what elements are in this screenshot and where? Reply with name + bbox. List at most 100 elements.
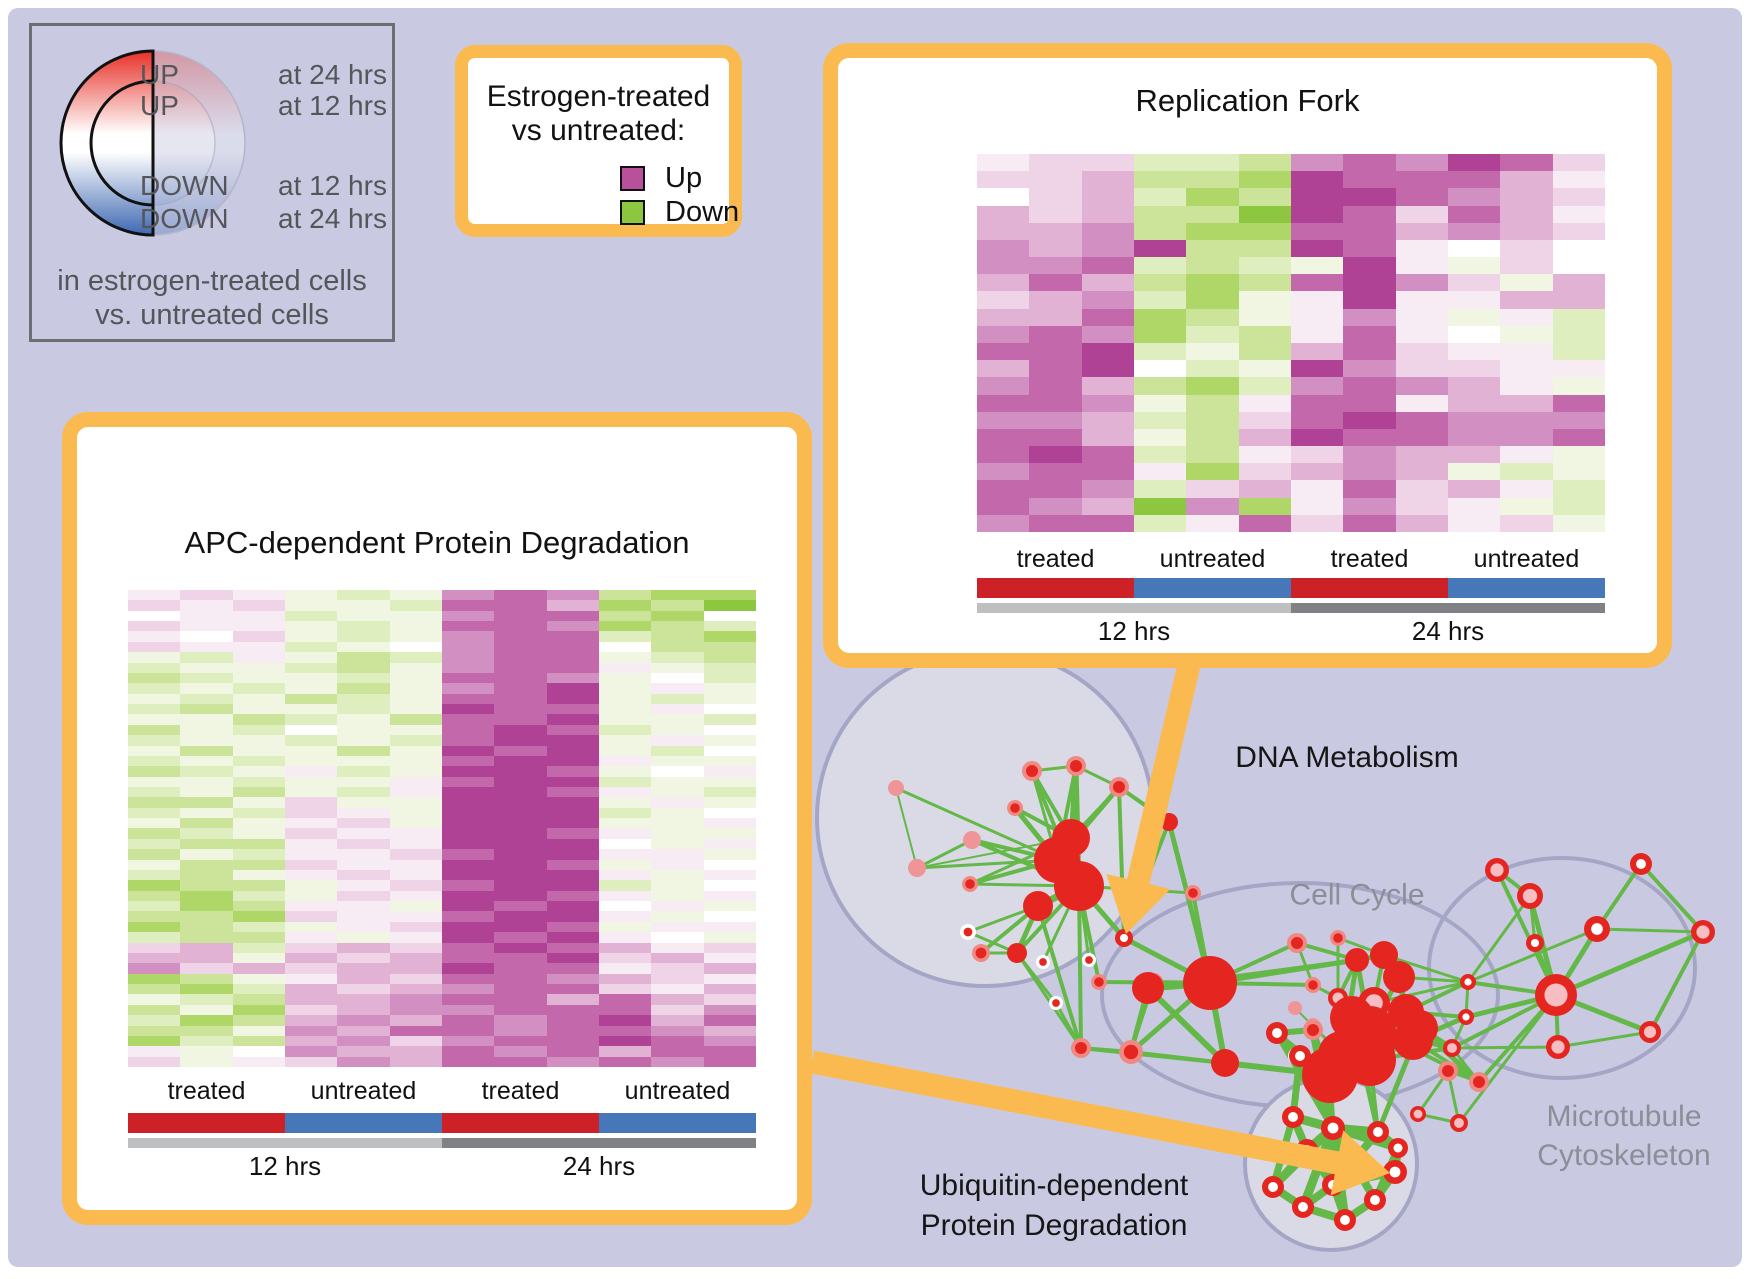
heatmap-cell	[389, 963, 442, 974]
heatmap-cell	[1133, 394, 1187, 412]
heatmap-cell	[1029, 480, 1082, 498]
up-down-gradient-circles-icon	[59, 49, 246, 237]
heatmap-cell	[180, 859, 233, 870]
heatmap-cell	[1552, 360, 1605, 378]
heatmap-cell	[180, 621, 233, 632]
network-node	[908, 859, 926, 877]
heatmap-cell	[494, 952, 547, 964]
heatmap-cell	[1081, 342, 1134, 361]
heatmap-cell	[494, 911, 547, 922]
network-node-core	[1085, 956, 1093, 964]
heatmap-cell	[546, 880, 599, 891]
heatmap-cell	[651, 776, 704, 788]
heatmap-cell	[703, 994, 756, 1005]
heatmap-cell	[703, 1035, 756, 1047]
scale-caption-line2: vs. untreated cells	[95, 299, 329, 331]
heatmap-cell	[546, 1025, 599, 1036]
heatmap-cell	[128, 1056, 181, 1067]
heatmap-cell	[232, 724, 285, 736]
heatmap-cell	[703, 693, 756, 705]
heatmap-cell	[1186, 514, 1239, 532]
heatmap-cell	[1186, 239, 1239, 258]
replication-fork-heatmap	[977, 154, 1605, 532]
heatmap-cell	[494, 1046, 547, 1057]
heatmap-cell	[128, 849, 181, 860]
heatmap-cell	[494, 890, 547, 902]
replication-hrs-label-0: 12 hrs	[1097, 616, 1171, 646]
heatmap-cell	[1500, 188, 1553, 206]
heatmap-cell	[1500, 446, 1553, 464]
heatmap-cell	[546, 787, 599, 798]
network-edge	[1036, 904, 1083, 1050]
heatmap-cell	[1290, 497, 1344, 515]
heatmap-cell	[1343, 446, 1396, 464]
heatmap-cell	[284, 652, 338, 663]
heatmap-cell	[389, 911, 442, 922]
heatmap-cell	[232, 869, 285, 881]
heatmap-cell	[441, 1015, 495, 1026]
heatmap-cell	[1552, 154, 1605, 172]
heatmap-cell	[1447, 411, 1501, 429]
heatmap-cell	[232, 932, 285, 943]
heatmap-cell	[389, 880, 442, 891]
heatmap-cell	[1343, 360, 1396, 378]
heatmap-cell	[546, 849, 599, 860]
heatmap-cell	[598, 600, 652, 611]
heatmap-cell	[598, 1004, 652, 1016]
heatmap-cell	[337, 776, 390, 788]
heatmap-cell	[977, 342, 1030, 361]
heatmap-cell	[494, 1015, 547, 1026]
heatmap-cell	[337, 859, 390, 870]
heatmap-cell	[977, 205, 1030, 223]
heatmap-cell	[703, 600, 756, 611]
heatmap-cell	[1343, 377, 1396, 395]
heatmap-cell	[977, 154, 1030, 172]
network-node-center	[1272, 1028, 1282, 1038]
heatmap-cell	[337, 952, 390, 964]
heatmap-cell	[1395, 428, 1448, 447]
dna-bubble	[815, 648, 1155, 988]
heatmap-cell	[1186, 360, 1239, 378]
heatmap-cell	[651, 818, 704, 829]
heatmap-cell	[1500, 325, 1553, 343]
heatmap-cell	[494, 724, 547, 736]
heatmap-cell	[180, 952, 233, 964]
heatmap-cell	[337, 880, 390, 891]
heatmap-cell	[546, 776, 599, 788]
network-node-center	[1413, 1109, 1423, 1119]
scale-row-word-3: DOWN	[140, 203, 229, 234]
heatmap-cell	[703, 724, 756, 736]
heatmap-cell	[441, 973, 495, 985]
heatmap-cell	[651, 869, 704, 881]
heatmap-cell	[546, 610, 599, 622]
heatmap-cell	[284, 714, 338, 725]
heatmap-cell	[180, 787, 233, 798]
heatmap-cell	[1029, 239, 1082, 258]
heatmap-cell	[977, 446, 1030, 464]
heatmap-cell	[1395, 411, 1448, 429]
heatmap-cell	[651, 631, 704, 642]
heatmap-cell	[337, 1025, 390, 1036]
heatmap-cell	[441, 890, 495, 902]
heatmap-cell	[232, 766, 285, 777]
heatmap-cell	[494, 1004, 547, 1016]
heatmap-cell	[1343, 274, 1396, 292]
scale-row-word-1: UP	[140, 90, 179, 121]
heatmap-cell	[1133, 171, 1187, 189]
heatmap-cell	[1447, 463, 1501, 481]
heatmap-cell	[546, 911, 599, 922]
heatmap-cell	[232, 828, 285, 839]
heatmap-cell	[284, 797, 338, 808]
network-node	[1330, 996, 1374, 1040]
heatmap-cell	[1447, 342, 1501, 361]
heatmap-cell	[651, 745, 704, 756]
heatmap-cell	[128, 735, 181, 746]
scale-row-time-1: at 12 hrs	[278, 90, 387, 121]
heatmap-cell	[1395, 497, 1448, 515]
heatmap-cell	[651, 1015, 704, 1026]
heatmap-cell	[180, 807, 233, 819]
heatmap-cell	[337, 1035, 390, 1047]
heatmap-cell	[1447, 222, 1501, 240]
heatmap-cell	[1081, 325, 1134, 343]
network-node-center	[1591, 923, 1603, 935]
